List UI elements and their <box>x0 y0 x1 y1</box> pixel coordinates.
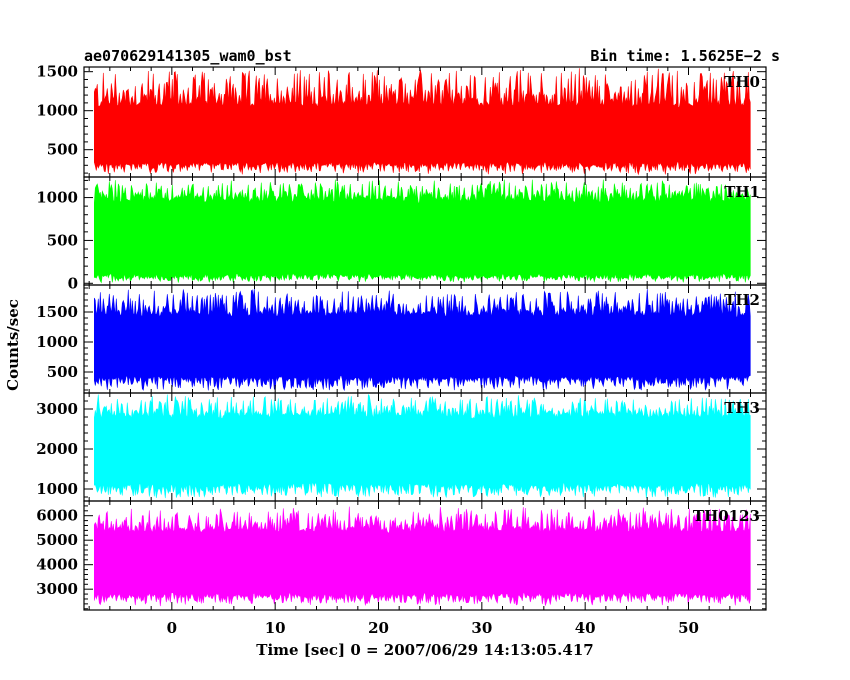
x-axis: 0 10 20 30 40 50 <box>167 619 699 637</box>
x-tick-label: 30 <box>471 619 492 637</box>
y-tick-label: 1000 <box>36 480 78 498</box>
panel-frame <box>83 500 767 611</box>
series-th2 <box>94 288 751 392</box>
y-tick-label: 1000 <box>36 189 78 207</box>
panel-th0: 500 1000 1500 TH0 <box>36 63 767 178</box>
y-tick-label: 6000 <box>36 507 78 525</box>
y-tick-label: 2000 <box>36 440 78 458</box>
y-tick-label: 4000 <box>36 556 78 574</box>
series-th1 <box>94 179 751 284</box>
panel-label-th0123: TH0123 <box>693 507 760 525</box>
y-tick-label: 500 <box>47 231 78 249</box>
panel-label-th2: TH2 <box>724 291 760 309</box>
panels: 500 1000 1500 TH0 0 500 1000 TH1 500 1000 1500 TH2 1… <box>36 63 767 611</box>
y-tick-label: 1000 <box>36 333 78 351</box>
x-tick-label: 40 <box>575 619 596 637</box>
y-tick-label: 1000 <box>36 102 78 120</box>
x-tick-label: 0 <box>167 619 177 637</box>
x-axis-label: Time [sec] 0 = 2007/06/29 14:13:05.417 <box>256 641 593 659</box>
panel-label-th3: TH3 <box>724 399 760 417</box>
panel-th0123: 3000 4000 5000 6000 TH0123 <box>36 500 767 611</box>
chart-title-left: ae070629141305_wam0_bst <box>84 47 292 65</box>
chart-title-right: Bin time: 1.5625E−2 s <box>590 47 780 65</box>
panel-th1: 0 500 1000 TH1 <box>36 176 767 292</box>
y-tick-label: 500 <box>47 363 78 381</box>
series-th0 <box>94 68 751 176</box>
panel-th3: 1000 2000 3000 TH3 <box>36 392 767 502</box>
x-tick-label: 50 <box>678 619 699 637</box>
y-tick-label: 5000 <box>36 531 78 549</box>
x-tick-label: 20 <box>368 619 389 637</box>
y-tick-label: 0 <box>68 274 78 292</box>
x-tick-label: 10 <box>265 619 286 637</box>
y-tick-label: 1500 <box>36 303 78 321</box>
panel-label-th0: TH0 <box>724 73 760 91</box>
panel-label-th1: TH1 <box>724 183 760 201</box>
y-tick-label: 3000 <box>36 400 78 418</box>
y-tick-label: 500 <box>47 141 78 159</box>
y-axis-label: Counts/sec <box>4 299 22 391</box>
series-th0123 <box>94 506 751 607</box>
y-tick-label: 1500 <box>36 63 78 81</box>
y-tick-label: 3000 <box>36 580 78 598</box>
panel-th2: 500 1000 1500 TH2 <box>36 284 767 394</box>
series-th3 <box>94 393 751 499</box>
